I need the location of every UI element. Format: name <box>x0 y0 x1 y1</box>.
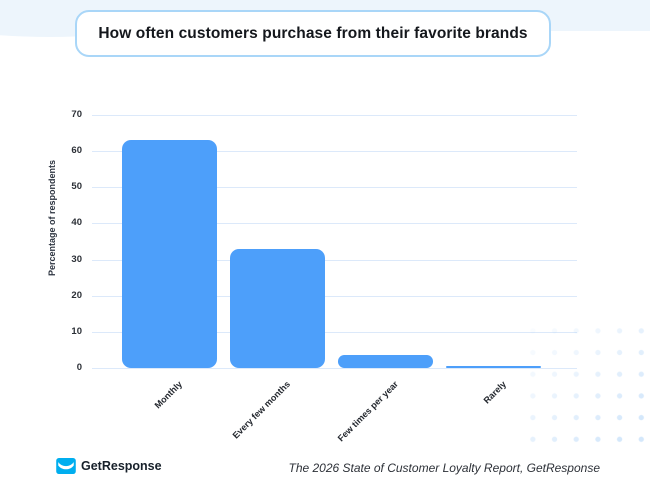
chart-title-box: How often customers purchase from their … <box>75 10 551 57</box>
bar-monthly <box>122 140 217 368</box>
chart-title: How often customers purchase from their … <box>98 24 528 42</box>
dot-pattern-decoration <box>516 312 650 450</box>
bar-rarely <box>446 366 541 368</box>
gridline-70 <box>92 115 577 116</box>
y-tick-30: 30 <box>71 253 82 265</box>
getresponse-envelope-icon <box>56 458 76 474</box>
gridline-40 <box>92 223 577 225</box>
gridline-60 <box>92 151 577 153</box>
y-tick-50: 50 <box>71 181 82 193</box>
gridline-20 <box>92 295 577 297</box>
source-attribution: The 2026 State of Customer Loyalty Repor… <box>288 461 600 475</box>
gridline-10 <box>92 331 577 333</box>
x-label-every-few-months: Every few months <box>230 379 292 441</box>
gridline-0 <box>92 368 577 369</box>
y-tick-40: 40 <box>71 217 82 229</box>
getresponse-logo: GetResponse <box>56 458 162 474</box>
bar-few-times-per-year <box>338 355 433 368</box>
getresponse-logo-text: GetResponse <box>81 459 162 473</box>
y-tick-0: 0 <box>76 362 82 373</box>
plot-area <box>92 115 577 369</box>
gridline-30 <box>92 259 577 261</box>
y-tick-60: 60 <box>71 145 82 157</box>
y-tick-10: 10 <box>71 325 82 337</box>
gridline-50 <box>92 187 577 189</box>
bar-every-few-months <box>230 248 325 368</box>
y-tick-70: 70 <box>71 109 82 120</box>
y-tick-20: 20 <box>71 289 82 301</box>
